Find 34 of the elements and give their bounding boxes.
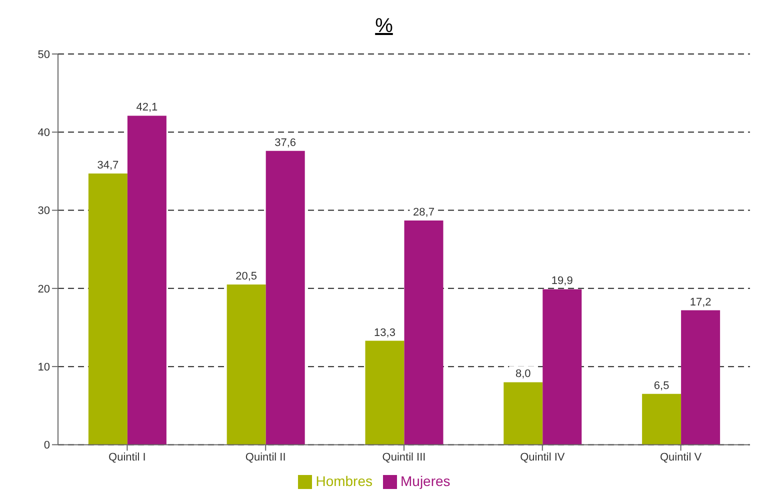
data-label: 19,9 xyxy=(551,275,573,288)
legend-label: Hombres xyxy=(316,472,372,489)
bar xyxy=(266,150,305,445)
data-label: 8,0 xyxy=(516,368,531,380)
y-tick-label: 0 xyxy=(44,440,50,452)
y-tick-label: 30 xyxy=(38,205,50,218)
bar xyxy=(88,174,128,445)
y-tick-label: 10 xyxy=(38,361,50,374)
data-label: 28,7 xyxy=(413,206,434,218)
y-tick-label: 40 xyxy=(38,127,50,140)
x-tick-label: Quintil V xyxy=(660,452,702,464)
data-label: 17,2 xyxy=(690,296,712,308)
data-label: 6,5 xyxy=(654,380,670,392)
y-tick-label: 20 xyxy=(38,283,50,296)
data-label: 37,6 xyxy=(274,136,296,149)
bar xyxy=(365,340,404,445)
bar xyxy=(504,382,543,445)
data-label: 42,1 xyxy=(136,102,158,114)
bar xyxy=(127,116,166,445)
x-tick-label: Quintil III xyxy=(382,452,426,464)
bar xyxy=(542,289,582,445)
bar xyxy=(404,220,444,445)
data-label: 13,3 xyxy=(374,326,396,339)
bar xyxy=(226,284,266,445)
chart-title: % xyxy=(374,14,394,39)
data-label: 34,7 xyxy=(97,160,119,172)
bar xyxy=(642,394,682,445)
x-tick-label: Quintil I xyxy=(108,452,146,464)
y-tick-label: 50 xyxy=(38,48,50,61)
data-label: 20,5 xyxy=(236,270,258,283)
x-tick-label: Quintil II xyxy=(245,452,286,464)
bar xyxy=(681,310,720,445)
legend-label: Mujeres xyxy=(400,472,450,489)
x-tick-label: Quintil IV xyxy=(520,452,566,464)
